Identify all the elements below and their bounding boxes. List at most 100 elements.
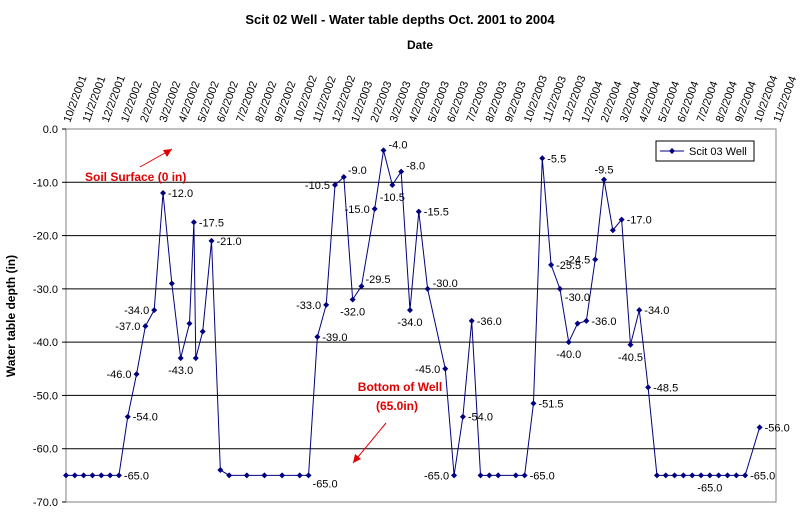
data-point [645,384,652,391]
data-point [698,472,705,479]
y-axis-ticks: 0.0 -10.0 -20.0 -30.0 -40.0 -50.0 -60.0 -70.0 [33,124,66,509]
data-point [548,261,555,268]
data-point [477,472,484,479]
data-point [618,216,625,223]
data-point [314,333,321,340]
y-tick-label: -60.0 [33,444,58,456]
data-label: -9.0 [348,165,367,177]
data-point [539,155,546,162]
data-point [133,371,140,378]
data-point [389,181,396,188]
data-label: -10.5 [380,192,405,204]
data-label: -34.0 [644,305,669,317]
data-point [724,472,731,479]
data-point [243,472,250,479]
data-point [756,424,763,431]
data-point [671,472,678,479]
y-tick-label: -10.0 [33,177,58,189]
data-point [742,472,749,479]
data-point [107,472,114,479]
data-point [556,285,563,292]
data-point [574,320,581,327]
annotation-bottom-of-well-text: Bottom of Well [358,380,442,394]
data-label: -17.5 [199,217,224,229]
data-label: -39.0 [322,332,347,344]
legend-series-label: Scit 03 Well [689,146,747,158]
data-point [305,472,312,479]
data-point [636,307,643,314]
series-layer [63,147,763,479]
data-point [71,472,78,479]
data-point [89,472,96,479]
data-label: -24.5 [565,255,590,267]
chart-title: Scit 02 Well - Water table depths Oct. 2… [245,12,555,27]
data-point [199,328,206,335]
data-label: -25.5 [556,260,581,272]
data-point [98,472,105,479]
data-label: -29.5 [365,274,390,286]
data-point [424,285,431,292]
data-label: -48.5 [653,382,678,394]
data-label: -46.0 [106,369,131,381]
data-point [653,472,660,479]
data-label: -34.0 [397,317,422,329]
series-line [66,150,761,476]
data-label: -40.5 [618,352,643,364]
data-label: -9.5 [595,165,614,177]
data-point [495,472,502,479]
data-point [680,472,687,479]
data-point [442,365,449,372]
data-label: -4.0 [389,139,408,151]
data-point [124,413,131,420]
arrowhead-up-icon [163,149,172,157]
arrowhead-down-icon [353,454,361,463]
data-point [468,317,475,324]
data-label: -65.0 [530,470,555,482]
legend-diamond-icon [669,148,675,154]
data-label: -17.0 [627,215,652,227]
data-point [332,181,339,188]
data-point [565,339,572,346]
data-point [115,472,122,479]
y-tick-label: -30.0 [33,284,58,296]
data-point [151,307,158,314]
data-label: -54.0 [133,412,158,424]
data-point [192,355,199,362]
data-point [296,472,303,479]
data-point [662,472,669,479]
annotation-soil-surface: Soil Surface (0 in) [85,148,186,184]
data-point [415,208,422,215]
data-label: -65.0 [697,482,722,494]
data-point [217,467,224,474]
data-point [190,219,197,226]
plot-area [65,128,777,503]
data-point [380,147,387,154]
data-label: -12.0 [168,188,193,200]
data-label: -45.0 [415,364,440,376]
data-point [349,296,356,303]
data-point [715,472,722,479]
data-label: -5.5 [547,153,566,165]
data-point [601,176,608,183]
data-label: -30.0 [433,278,458,290]
data-label: -33.0 [296,300,321,312]
data-label: -65.0 [313,478,338,490]
data-point [609,227,616,234]
data-label: -34.0 [124,305,149,317]
data-label: -36.0 [477,316,502,328]
data-label: -40.0 [556,349,581,361]
data-point [168,280,175,287]
data-point [627,341,634,348]
y-tick-label: -40.0 [33,337,58,349]
data-label: -37.0 [115,321,140,333]
y-tick-label: -50.0 [33,390,58,402]
data-point [186,320,193,327]
data-point [592,256,599,263]
x-axis-title: Date [407,38,433,52]
y-tick-label: -70.0 [33,497,58,509]
data-label: -21.0 [217,236,242,248]
data-point [486,472,493,479]
data-point [63,472,69,479]
data-point [358,283,365,290]
